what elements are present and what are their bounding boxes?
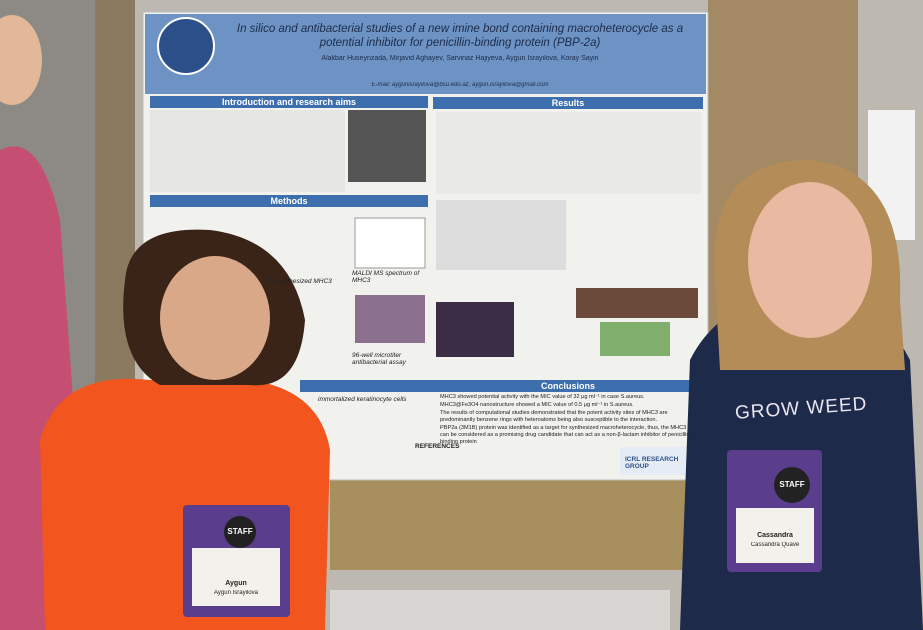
section-heading: Results (551, 98, 585, 108)
badge-role: STAFF (779, 480, 805, 489)
figure-caption: of synthesized MHC3 (270, 278, 332, 285)
figure-caption: 96-well microtiter antibacterial assay (352, 352, 406, 366)
docking-figure (436, 302, 514, 357)
text-block (150, 110, 345, 192)
figure-caption: MALDI MS spectrum of MHC3 (352, 270, 420, 284)
university-logo (157, 17, 215, 75)
section-bar (433, 97, 703, 109)
section-heading: Conclusions (540, 381, 595, 391)
molecule-figure (436, 200, 566, 270)
conclusion-item: The results of computational studies dem… (440, 410, 668, 423)
references-heading: REFERENCES (415, 443, 460, 450)
tem-image (348, 110, 426, 182)
badge-full-name: Aygun Israyilova (214, 590, 258, 596)
face (160, 256, 270, 380)
conclusion-item: MHC3 showed potential activity with the … (440, 394, 645, 400)
figure-caption: immortalized keratinocyte cells (318, 396, 407, 403)
face (748, 182, 872, 338)
poster-email: E-mail: aygunisrayilova@bsu.edu.az, aygu… (371, 82, 549, 88)
section-bar (150, 195, 428, 207)
mep-map (600, 322, 670, 356)
ms-spectrum (354, 217, 426, 269)
badge-sticker (224, 516, 256, 548)
badge-full-name: Cassandra Quave (750, 542, 800, 548)
badge-sticker (774, 467, 810, 503)
badge-name: Cassandra (757, 532, 793, 539)
section-bar (150, 96, 428, 108)
cork-board (330, 480, 710, 570)
badge-role: STAFF (227, 527, 253, 536)
conclusion-item: PBP2a (3M1B) protein was identified as a… (440, 425, 692, 445)
face (0, 15, 42, 105)
text-block (436, 112, 701, 194)
poster-authors: Alakbar Huseynzada, Mirjavid Aghayev, Sa… (321, 55, 599, 62)
table (330, 590, 670, 630)
section-bar (300, 380, 703, 392)
orbital-figure (576, 288, 698, 318)
poster-title: In silico and antibacterial studies of a… (236, 23, 684, 49)
section-heading: Methods (270, 196, 308, 206)
conclusion-item: MHC3@Fe3O4 nanostructure showed a MIC va… (440, 402, 634, 408)
badge (192, 548, 280, 606)
badge (736, 508, 814, 563)
group-logo: ICRL RESEARCH GROUP (625, 456, 679, 470)
section-heading: Introduction and research aims (221, 97, 357, 107)
badge-name: Aygun (225, 580, 247, 587)
conclusions-list: MHC3 showed potential activity with the … (440, 394, 695, 447)
well-plate (355, 295, 425, 343)
poster-header (145, 14, 706, 94)
